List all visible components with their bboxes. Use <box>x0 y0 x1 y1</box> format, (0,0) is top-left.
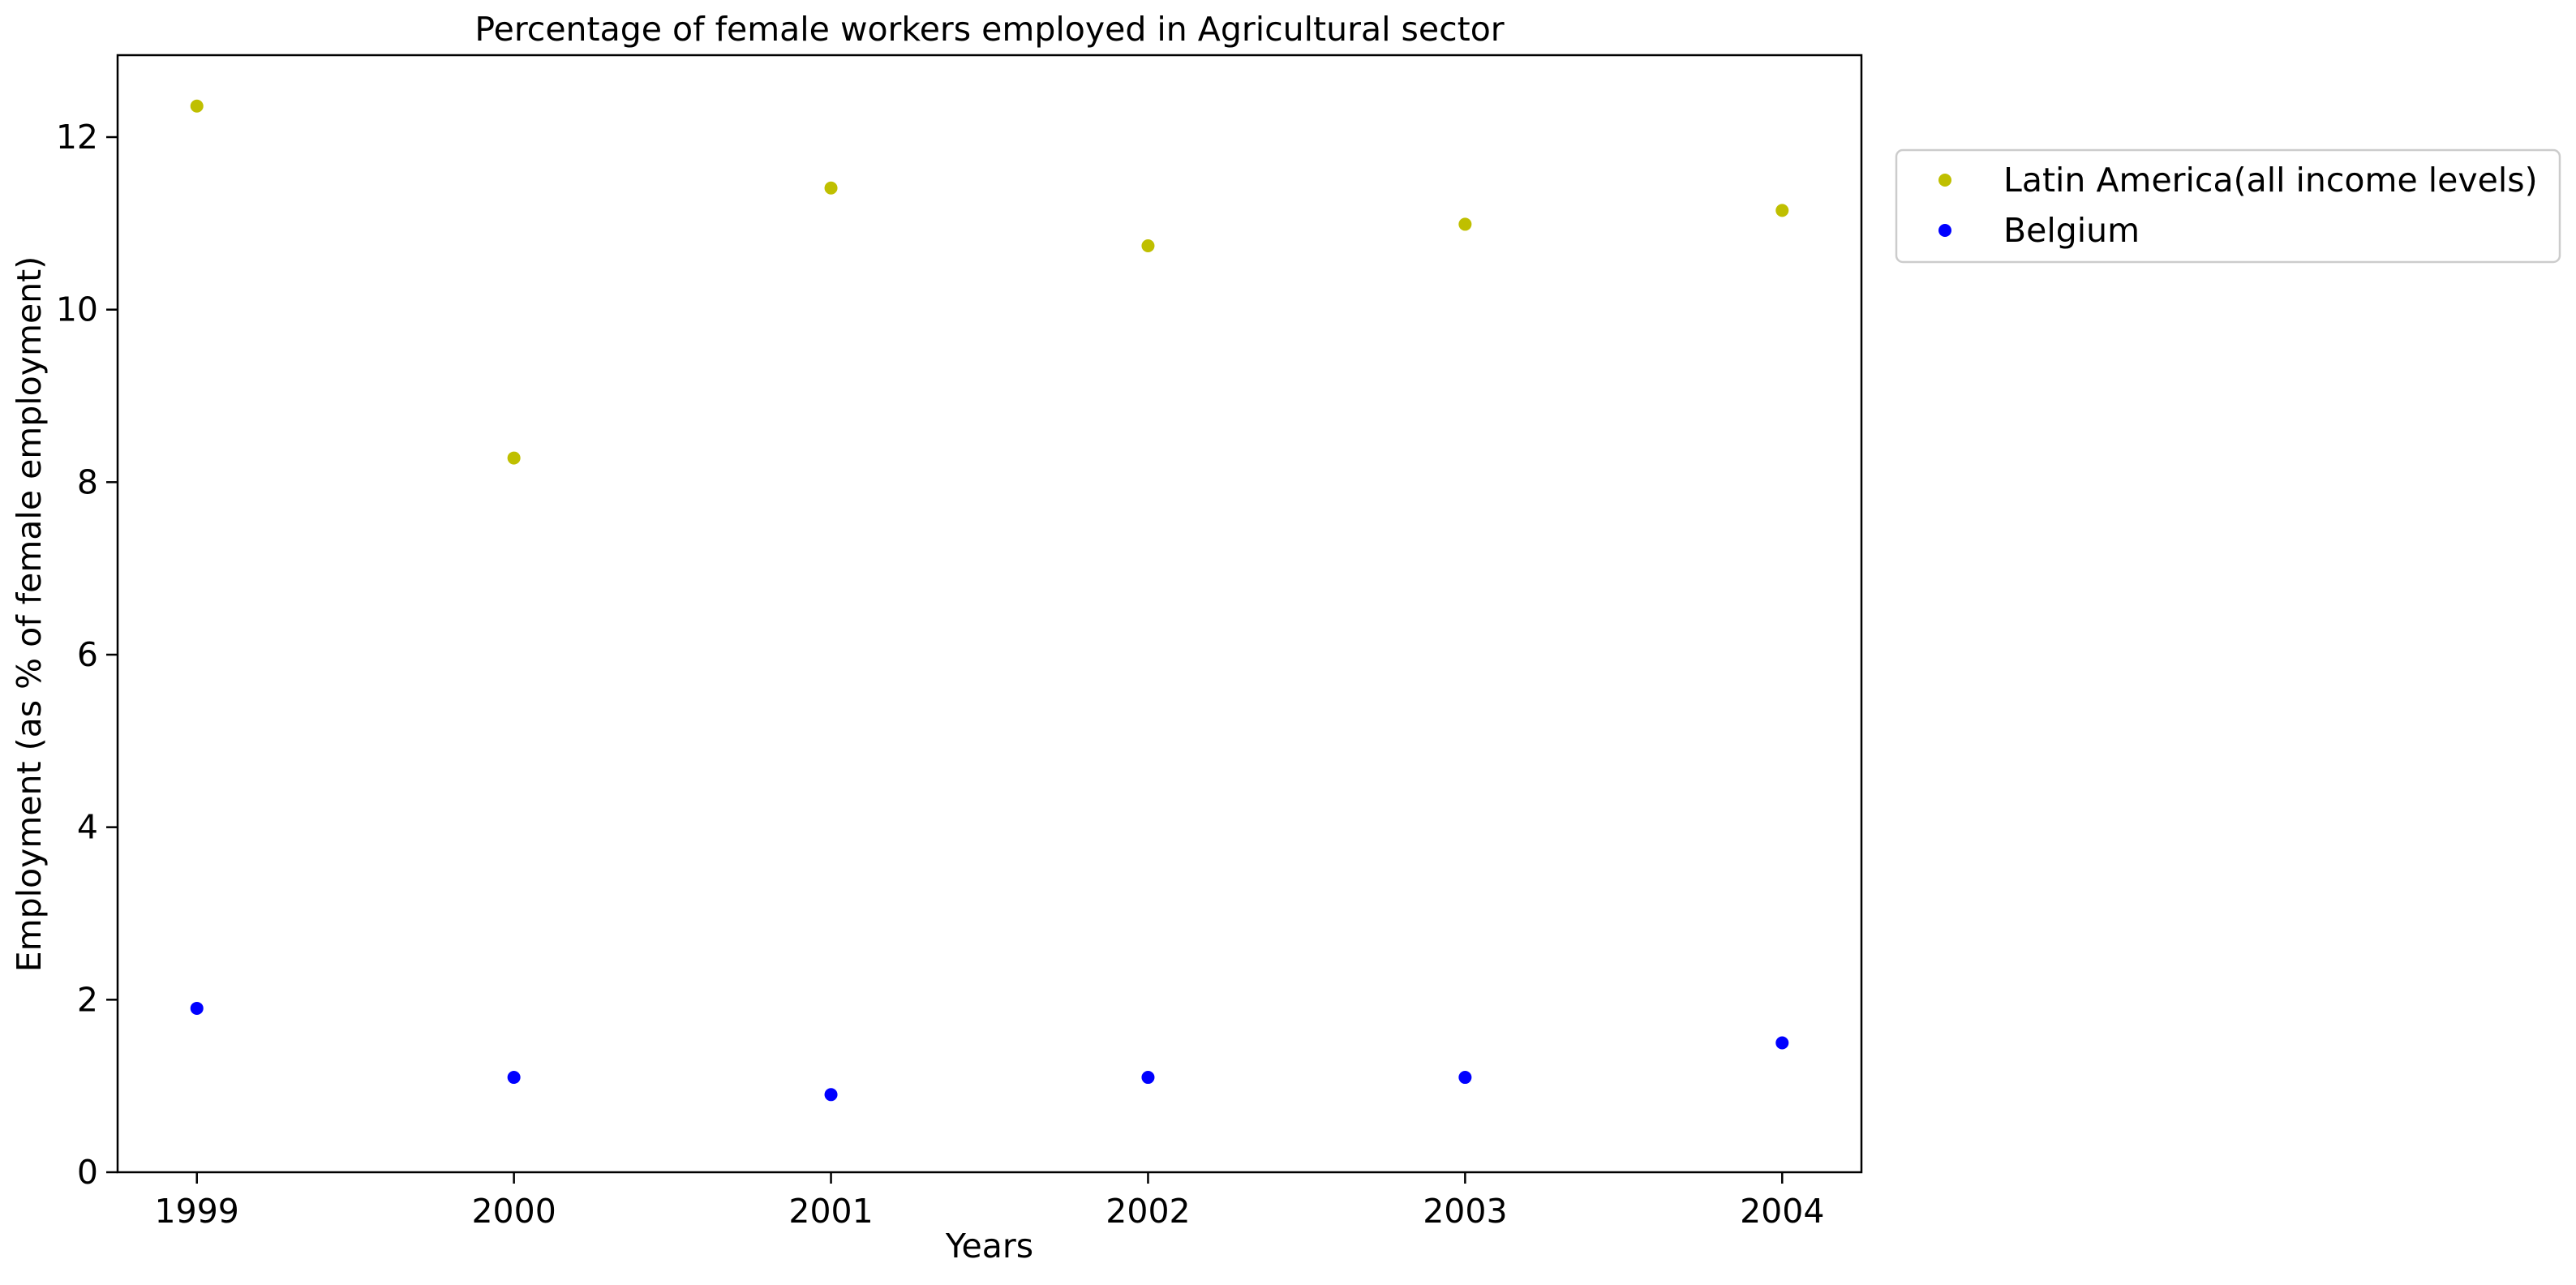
data-point-latin-america-all-income-levels <box>824 181 838 195</box>
y-tick-label: 4 <box>77 808 98 847</box>
data-points <box>190 99 1789 1102</box>
data-point-latin-america-all-income-levels <box>507 451 521 465</box>
x-tick-label: 2001 <box>788 1192 873 1231</box>
y-tick-label: 10 <box>56 290 98 329</box>
y-tick-label: 6 <box>77 635 98 674</box>
x-tick-label: 1999 <box>155 1192 239 1231</box>
data-point-belgium <box>1775 1036 1789 1050</box>
y-tick-label: 12 <box>56 118 98 157</box>
data-point-latin-america-all-income-levels <box>1141 239 1155 252</box>
x-tick-label: 2004 <box>1740 1192 1824 1231</box>
data-point-belgium <box>824 1088 838 1102</box>
x-axis-label: Years <box>945 1227 1033 1266</box>
data-point-latin-america-all-income-levels <box>1775 204 1789 217</box>
legend-label: Latin America(all income levels) <box>2003 161 2538 200</box>
legend-marker <box>1938 174 1951 187</box>
legend-marker <box>1938 224 1951 237</box>
plot-area-frame <box>116 54 1863 1174</box>
x-tick-label: 2003 <box>1423 1192 1507 1231</box>
data-point-belgium <box>1141 1071 1155 1085</box>
y-tick-label: 8 <box>77 462 98 501</box>
data-point-belgium <box>507 1071 521 1085</box>
x-tick-label: 2000 <box>471 1192 556 1231</box>
y-tick-label: 2 <box>77 980 98 1019</box>
legend-label: Belgium <box>2003 211 2140 250</box>
chart-title: Percentage of female workers employed in… <box>474 10 1504 49</box>
data-point-belgium <box>1458 1071 1472 1085</box>
data-point-belgium <box>190 1001 204 1015</box>
x-axis-ticks: 1999 2000 2001 2002 2003 2004 <box>155 1172 1824 1231</box>
data-point-latin-america-all-income-levels <box>190 99 204 113</box>
x-tick-label: 2002 <box>1106 1192 1190 1231</box>
legend-box <box>1895 148 2561 264</box>
y-axis-label: Employment (as % of female employment) <box>10 256 49 972</box>
legend: Latin America(all income levels) Belgium <box>1895 148 2561 264</box>
y-tick-label: 0 <box>77 1153 98 1192</box>
y-axis-ticks: 0 2 4 6 8 10 12 <box>56 118 118 1192</box>
data-point-latin-america-all-income-levels <box>1458 217 1472 231</box>
